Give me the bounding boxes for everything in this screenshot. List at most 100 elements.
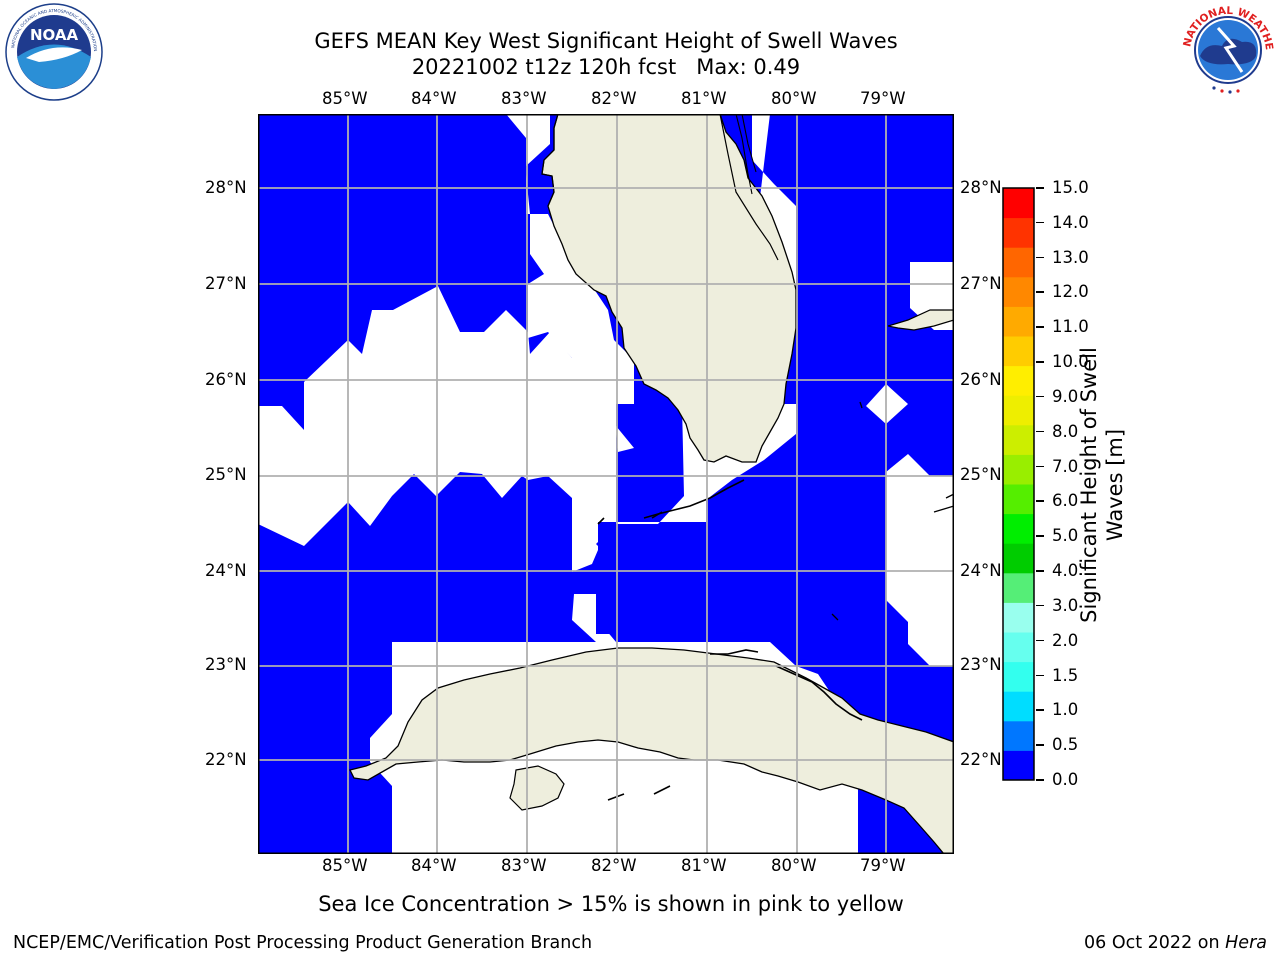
colorbar-tick-mark	[1036, 256, 1044, 259]
colorbar-segment	[1003, 336, 1034, 367]
colorbar-segment	[1003, 306, 1034, 337]
florida-landmass	[541, 114, 797, 463]
colorbar-tick-mark	[1036, 500, 1044, 502]
chart-subtitle: 20221002 t12z 120h fcst Max: 0.49	[411, 55, 801, 79]
colorbar-segment	[1003, 691, 1034, 722]
colorbar-tick-label: 1.5	[1052, 665, 1079, 685]
colorbar-tick-label: 0.0	[1052, 770, 1079, 789]
colorbar-tick-label: 1.0	[1052, 700, 1079, 720]
lon-label-bottom: 81°W	[681, 856, 727, 875]
colorbar-tick-label: 6.0	[1052, 491, 1079, 511]
colorbar-tick-mark	[1036, 535, 1044, 537]
footer-branch: NCEP/EMC/Verification Post Processing Pr…	[13, 933, 593, 953]
colorbar-segment	[1003, 602, 1034, 633]
colorbar-tick-mark	[1036, 779, 1044, 781]
colorbar-tick-label: 2.0	[1052, 630, 1079, 650]
colorbar-tick-mark	[1036, 291, 1044, 293]
colorbar-tick-label: 15.0	[1052, 178, 1089, 197]
lon-label-top: 80°W	[771, 89, 817, 108]
colorbar-tick-mark	[1036, 674, 1044, 677]
colorbar-tick-mark	[1036, 187, 1044, 189]
lat-label-right: 27°N	[960, 274, 1002, 293]
noaa-logo-icon: NOAA NATIONAL OCEANIC AND ATMOSPHERIC AD…	[4, 2, 103, 101]
colorbar-segment	[1003, 188, 1034, 219]
lat-label-right: 23°N	[960, 655, 1002, 674]
lon-label-bottom: 84°W	[411, 856, 457, 875]
colorbar-tick-label: 10.0	[1052, 352, 1089, 372]
lon-label-bottom: 79°W	[860, 856, 906, 875]
footer-date-text: 06 Oct 2022 on	[1084, 933, 1226, 953]
lon-label-top: 83°W	[501, 89, 547, 108]
lat-label-left: 22°N	[205, 750, 247, 769]
lon-label-bottom: 82°W	[591, 856, 637, 875]
sea-ice-caption: Sea Ice Concentration > 15% is shown in …	[318, 892, 904, 916]
lon-label-top: 85°W	[322, 89, 368, 108]
lon-label-bottom: 83°W	[501, 856, 547, 875]
colorbar-segment	[1003, 276, 1034, 307]
colorbar-tick-label: 7.0	[1052, 456, 1079, 476]
lon-label-top: 79°W	[860, 89, 906, 108]
colorbar-segment	[1003, 720, 1034, 751]
chart-title: GEFS MEAN Key West Significant Height of…	[314, 29, 898, 53]
graticule	[258, 114, 954, 854]
colorbar-tick-label: 14.0	[1052, 212, 1089, 232]
colorbar-segment	[1003, 750, 1034, 781]
colorbar-segment	[1003, 365, 1034, 396]
map-panel	[258, 114, 954, 854]
lon-label-top: 81°W	[681, 89, 727, 108]
lon-label-top: 82°W	[591, 89, 637, 108]
footer-date: 06 Oct 2022 on Hera	[1084, 933, 1267, 953]
colorbar-segment	[1003, 247, 1034, 278]
colorbar-label: Significant Height of Swell Waves [m]	[1077, 347, 1127, 623]
colorbar-tick-mark	[1036, 570, 1044, 572]
colorbar-segment	[1003, 484, 1034, 515]
colorbar-segment	[1003, 454, 1034, 485]
colorbar-tick-mark	[1036, 709, 1044, 711]
colorbar-segment	[1003, 572, 1034, 603]
isla-de-la-juventud	[509, 765, 565, 811]
colorbar-tick-mark	[1036, 465, 1044, 468]
lon-label-bottom: 80°W	[771, 856, 817, 875]
colorbar-tick-mark	[1036, 395, 1044, 398]
lat-label-right: 26°N	[960, 370, 1002, 389]
lat-label-left: 23°N	[205, 655, 247, 674]
lat-label-left: 27°N	[205, 274, 247, 293]
colorbar-tick-mark	[1036, 361, 1044, 363]
colorbar-tick-mark	[1036, 604, 1044, 607]
colorbar-tick-label: 0.5	[1052, 735, 1079, 755]
colorbar-tick-label: 8.0	[1052, 421, 1079, 441]
colorbar-tick-label: 4.0	[1052, 561, 1079, 581]
colorbar-segment	[1003, 424, 1034, 455]
colorbar-tick-mark	[1036, 430, 1044, 433]
lat-label-left: 26°N	[205, 370, 247, 389]
colorbar-tick-label: 13.0	[1052, 247, 1089, 267]
colorbar-tick-mark	[1036, 744, 1044, 746]
colorbar-tick-mark	[1036, 639, 1044, 642]
colorbar-segment	[1003, 661, 1034, 692]
lon-label-bottom: 85°W	[322, 856, 368, 875]
colorbar-segment	[1003, 217, 1034, 248]
colorbar-segment	[1003, 513, 1034, 544]
nws-logo-icon: NATIONAL WEATHER SERVICE	[1178, 0, 1276, 98]
lat-label-right: 28°N	[960, 178, 1002, 197]
colorbar-tick-label: 12.0	[1052, 282, 1089, 302]
noaa-logo-text: NOAA	[30, 26, 79, 44]
colorbar	[1002, 187, 1035, 781]
lat-label-right: 22°N	[960, 750, 1002, 769]
lat-label-left: 25°N	[205, 465, 247, 484]
colorbar-tick-label: 11.0	[1052, 317, 1089, 337]
colorbar-tick-mark	[1036, 221, 1044, 224]
lat-label-left: 24°N	[205, 561, 247, 580]
colorbar-segment	[1003, 395, 1034, 426]
colorbar-tick-label: 3.0	[1052, 595, 1079, 615]
colorbar-tick-label: 5.0	[1052, 526, 1079, 546]
colorbar-segment	[1003, 632, 1034, 663]
footer-host: Hera	[1225, 933, 1267, 953]
colorbar-tick-mark	[1036, 326, 1044, 328]
lat-label-right: 24°N	[960, 561, 1002, 580]
lat-label-right: 25°N	[960, 465, 1002, 484]
lat-label-left: 28°N	[205, 178, 247, 197]
lon-label-top: 84°W	[411, 89, 457, 108]
colorbar-segment	[1003, 543, 1034, 574]
colorbar-tick-label: 9.0	[1052, 386, 1079, 406]
